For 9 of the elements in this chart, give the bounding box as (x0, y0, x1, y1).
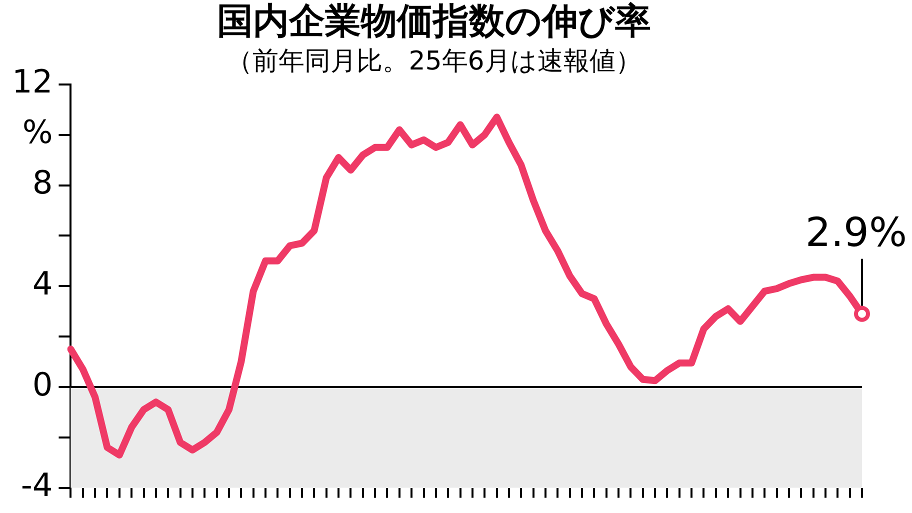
annotation: 2.9% (805, 210, 907, 256)
y-tick-label: 4 (32, 264, 53, 302)
y-tick-label: -4 (20, 466, 53, 504)
y-tick-label: % (22, 113, 53, 152)
y-tick-label: 12 (12, 62, 53, 101)
y-tick-label: 8 (32, 164, 53, 202)
chart-subtitle: （前年同月比。25年6月は速報値） (226, 46, 642, 77)
y-tick-label: 0 (32, 365, 53, 404)
chart-title: 国内企業物価指数の伸び率 (217, 0, 651, 42)
